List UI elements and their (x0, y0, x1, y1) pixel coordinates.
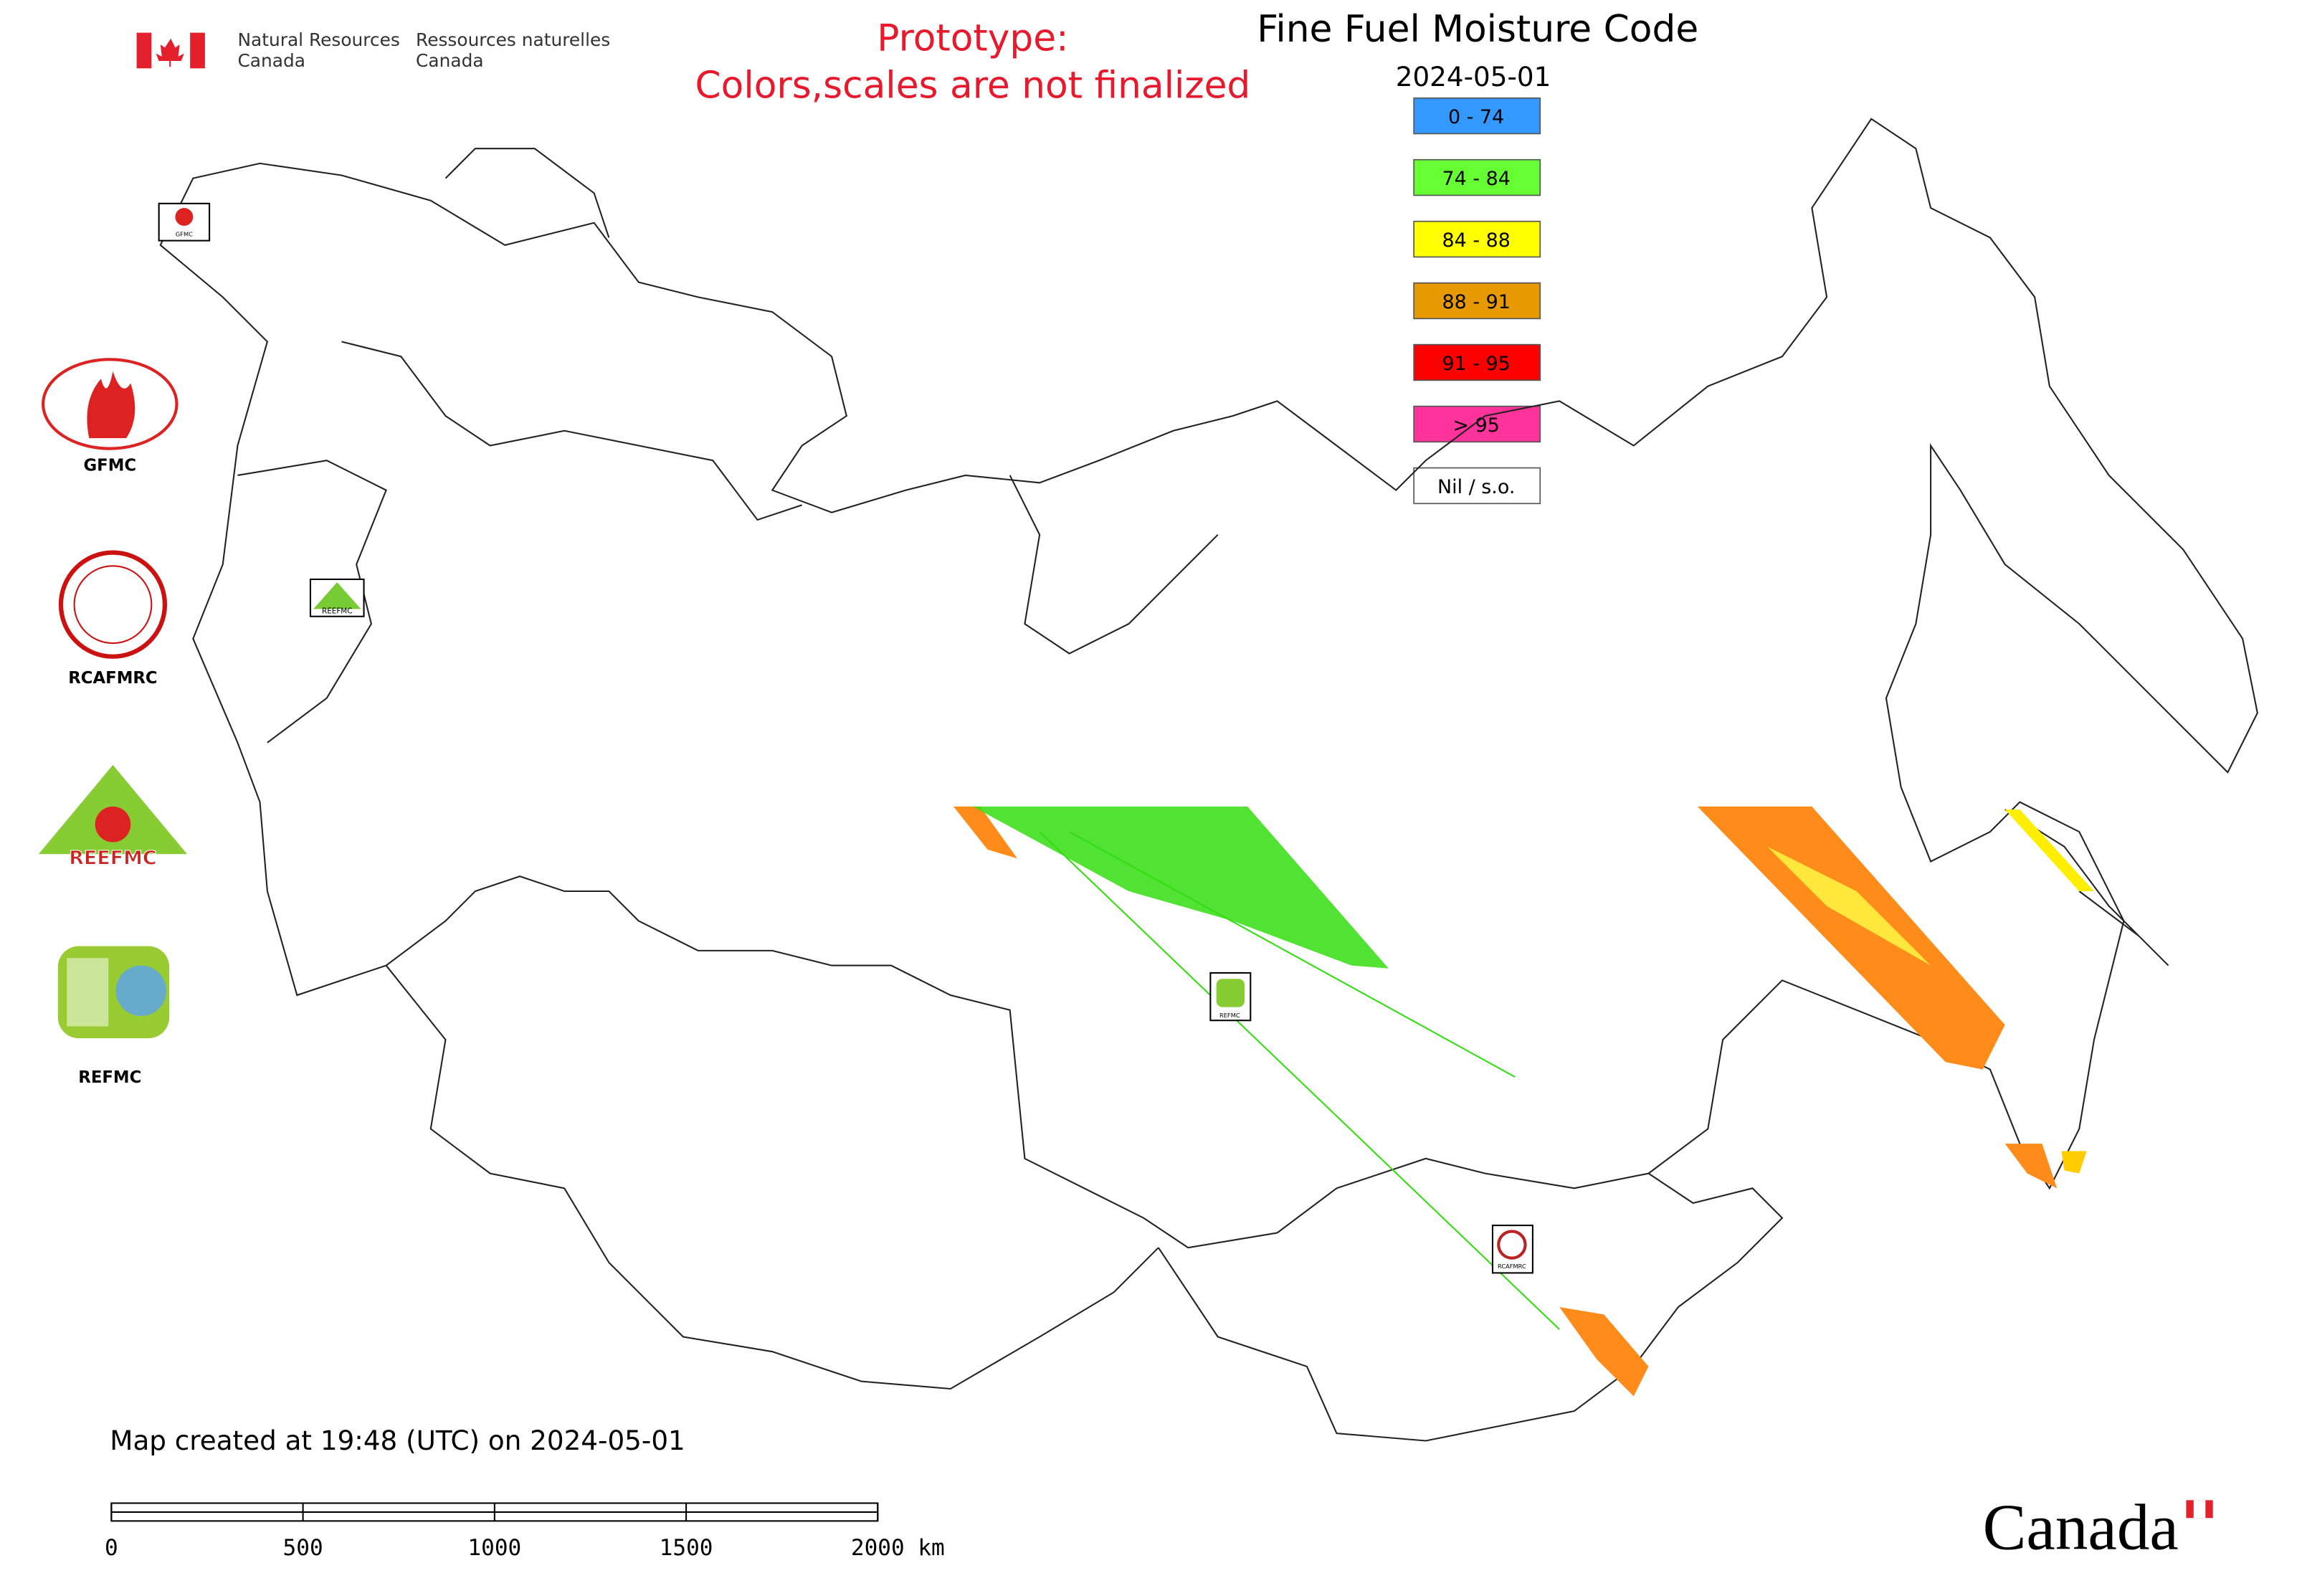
department-fr-line: Canada (416, 50, 484, 71)
marker-label: REEFMC (322, 607, 352, 616)
scale-tick-label: 500 (283, 1535, 323, 1561)
canada-wordmark: Canada (1983, 1491, 2213, 1564)
scale-unit: km (918, 1535, 944, 1561)
legend-label: 0 - 74 (1448, 106, 1504, 128)
ffmc-shading (953, 806, 2094, 1397)
country-outlines (159, 118, 2258, 1442)
logo-label: RCAFMRC (68, 669, 157, 688)
legend-label: 74 - 84 (1442, 168, 1511, 190)
logo-label: GFMC (83, 457, 136, 475)
marker-label: REFMC (1219, 1012, 1240, 1019)
prototype-notice: Colors,scales are not finalized (695, 65, 1251, 108)
legend-swatch (1413, 220, 1541, 258)
logo-label: REFMC (78, 1068, 141, 1087)
map-title: Fine Fuel Moisture Code (1257, 8, 1698, 51)
legend-swatch (1413, 282, 1541, 320)
scale-tick-label: 1500 (660, 1535, 713, 1561)
department-en-line: Canada (237, 50, 305, 71)
map-date: 2024-05-01 (1396, 61, 1551, 92)
scale-bar: 0 500 1000 1500 2000 km (105, 1502, 945, 1561)
legend-swatch (1413, 405, 1541, 443)
scale-tick-label: 2000 (851, 1535, 905, 1561)
scale-tick-label: 0 (105, 1535, 118, 1561)
legend-swatch (1413, 343, 1541, 381)
prototype-notice: Prototype: (877, 16, 1068, 60)
legend-label: 91 - 95 (1442, 353, 1511, 375)
marker-label: GFMC (176, 230, 193, 237)
creation-note: Map created at 19:48 (UTC) on 2024-05-01 (110, 1425, 685, 1456)
gc-signature: Natural Resources Canada Ressources natu… (136, 29, 610, 71)
legend-swatch (1413, 158, 1541, 196)
legend-swatch (1413, 467, 1541, 505)
department-en-line: Natural Resources (237, 29, 399, 50)
legend-label: 88 - 91 (1442, 291, 1511, 313)
legend-swatch (1413, 97, 1541, 135)
legend-label: > 95 (1452, 414, 1499, 437)
logo-label: REEFMC (69, 847, 156, 870)
wordmark: Canada (1983, 1491, 2179, 1564)
legend: 0 - 74 74 - 84 84 - 88 88 - 91 91 - 95 > 95 Ni… (1413, 97, 1541, 505)
department-fr-line: Ressources naturelles (416, 29, 610, 50)
map-markers: GFMC REEFMC REFMC RCAFMRC (158, 202, 1533, 1274)
legend-label: 84 - 88 (1442, 229, 1511, 252)
marker-label: RCAFMRC (1498, 1263, 1526, 1270)
scale-tick-label: 1000 (467, 1535, 521, 1561)
logos: GFMC RCAFMRC REEFMC REFMC (38, 358, 188, 1087)
legend-label: Nil / s.o. (1437, 476, 1515, 498)
